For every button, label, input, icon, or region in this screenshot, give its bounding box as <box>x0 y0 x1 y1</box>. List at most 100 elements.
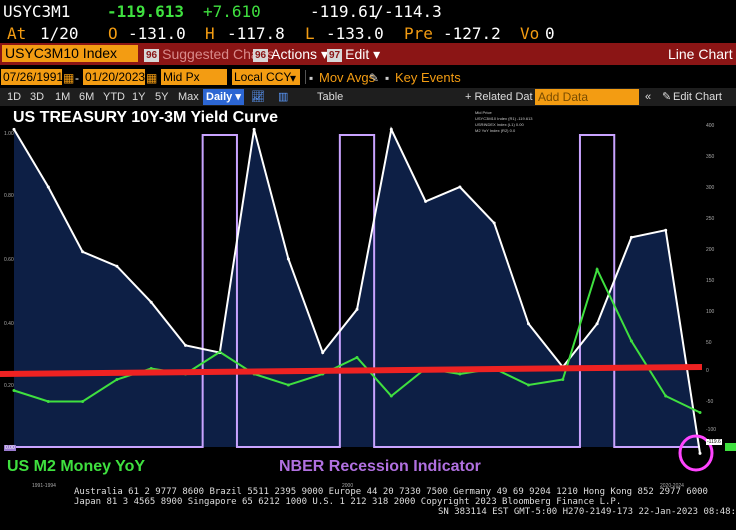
chart-area[interactable]: US TREASURY 10Y-3M Yield Curve Mid Price… <box>0 107 736 489</box>
frequency-select[interactable]: Daily ▾ <box>203 89 244 105</box>
end-date-field[interactable]: 01/20/2023 <box>83 69 146 85</box>
m2-point <box>389 394 393 398</box>
price-field-select[interactable]: Mid Px <box>161 69 227 85</box>
yield-curve-point <box>664 228 668 232</box>
highlight-circle-annotation <box>678 434 714 472</box>
related-data-button[interactable]: + Related Dat <box>465 91 533 103</box>
at-label: At <box>7 24 27 43</box>
collapse-icon[interactable]: « <box>645 91 652 103</box>
legend-item-nber: USRINDEX Index (L1) 0.00 <box>475 122 567 128</box>
range-button-6m[interactable]: 6M <box>79 91 95 103</box>
calendar-icon[interactable]: ▦ <box>146 71 158 85</box>
high-label: H <box>205 24 215 43</box>
yield-curve-point <box>698 451 702 455</box>
legend-name: USRINDEX Index (L1) <box>475 122 515 127</box>
key-events-toggle[interactable]: Key Events <box>395 70 461 85</box>
low-label: L <box>305 24 315 43</box>
actions-label: Actions <box>271 46 318 62</box>
yield-curve-point <box>81 250 85 254</box>
range-button-3d[interactable]: 3D <box>30 91 45 103</box>
checkbox-icon[interactable]: ▪ <box>309 71 314 85</box>
legend-name: USYC3M10 Index (R1) <box>475 116 516 121</box>
yield-curve-point <box>424 199 428 203</box>
start-date-field[interactable]: 07/26/1991 <box>1 69 64 85</box>
footer-phones-line2: Japan 81 3 4565 8900 Singapore 65 6212 1… <box>74 497 622 507</box>
m2-point <box>698 411 702 414</box>
m2-point <box>286 383 290 387</box>
range-button-5y[interactable]: 5Y <box>155 91 169 103</box>
edit-badge: 97 <box>327 49 343 62</box>
chevron-down-icon: ▾ <box>373 46 381 62</box>
bar-chart-icon[interactable]: ▥ <box>278 91 289 103</box>
m2-point <box>561 378 565 381</box>
right-axis-tick: 100 <box>706 309 715 315</box>
range-bar: 1D 3D 1M 6M YTD 1Y 5Y Max Daily ▾ 📈︎ ▥ T… <box>0 88 736 106</box>
yield-curve-point <box>46 185 50 189</box>
frequency-label: Daily <box>206 91 233 103</box>
chart-type-label[interactable]: Line Chart <box>668 46 733 62</box>
range-button-1y[interactable]: 1Y <box>132 91 146 103</box>
nber-annotation: NBER Recession Indicator <box>279 458 481 475</box>
legend-name: M2 YoY Index (R2) <box>475 128 509 133</box>
m2-point <box>527 383 530 387</box>
add-data-input[interactable]: Add Data <box>535 89 639 105</box>
m2-point <box>355 356 359 359</box>
param-bar: 07/26/1991 ▦ - 01/20/2023 ▦ Mid Px Local… <box>0 67 736 87</box>
net-change: +7.610 <box>203 2 261 21</box>
currency-select[interactable]: Local CCY <box>232 69 300 85</box>
yield-curve-point <box>286 257 290 261</box>
right-axis-tick: 200 <box>706 247 715 253</box>
calendar-icon[interactable]: ▦ <box>63 71 75 85</box>
m2-point <box>664 394 668 398</box>
security-field[interactable]: USYC3M10 Index <box>2 45 138 62</box>
yield-curve-point <box>12 127 16 131</box>
yield-curve-point <box>355 307 359 311</box>
suggested-charts-menu[interactable]: 96 Suggested Charts <box>144 46 274 63</box>
x-axis-tick: 1991-1994 <box>32 483 56 489</box>
legend: Mid Price USYC3M10 Index (R1) -119.613 U… <box>475 110 567 140</box>
range-button-1d[interactable]: 1D <box>7 91 22 103</box>
bid-price: -119.61 <box>310 2 378 21</box>
table-button[interactable]: Table <box>317 91 344 103</box>
pencil-icon[interactable]: ✎ <box>369 71 380 85</box>
left-axis-tick: 1.00 <box>4 131 14 137</box>
m2-point <box>115 378 119 381</box>
yield-curve-point <box>252 127 256 131</box>
chevron-down-icon: ▾ <box>320 46 328 62</box>
range-button-1m[interactable]: 1M <box>55 91 71 103</box>
volume-value: 0 <box>545 24 555 43</box>
yield-curve-point <box>389 127 393 131</box>
volume-label: Vo <box>520 24 540 43</box>
chevron-down-icon: ▾ <box>290 71 297 85</box>
line-chart-icon[interactable]: 📈︎ <box>251 91 265 103</box>
at-value: 1/20 <box>40 24 79 43</box>
yield-curve-point <box>595 322 599 326</box>
x-axis-tick: 2020-2024 <box>660 483 684 489</box>
zero-line-annotation <box>0 364 703 377</box>
left-axis-tick: 0.00 <box>4 445 16 451</box>
m2-point <box>629 339 633 343</box>
actions-menu[interactable]: 96 Actions ▾ <box>253 46 328 63</box>
right-axis-tick: 150 <box>706 278 715 284</box>
yield-curve-point <box>115 264 119 268</box>
right-axis-tick: -50 <box>706 399 714 405</box>
last-price: -119.613 <box>107 2 185 21</box>
pencil-icon[interactable]: ✎ <box>662 91 672 103</box>
m2-point <box>12 389 16 392</box>
footer-phones-line1: Australia 61 2 9777 8600 Brazil 5511 239… <box>74 487 708 497</box>
right-axis-tick: 250 <box>706 216 715 222</box>
chart-svg <box>0 126 736 472</box>
edit-menu[interactable]: 97 Edit ▾ <box>327 46 380 63</box>
right-axis-tick: 400 <box>706 123 715 129</box>
range-button-ytd[interactable]: YTD <box>103 91 125 103</box>
pre-label: Pre <box>404 24 433 43</box>
quote-bar: USYC3M1 -119.613 +7.610 -119.61 / -114.3 <box>0 0 736 22</box>
toolbar: USYC3M10 Index 96 Suggested Charts 96 Acti… <box>0 43 736 65</box>
checkbox-icon[interactable]: ▪ <box>385 71 390 85</box>
edit-chart-button[interactable]: Edit Chart <box>673 91 722 103</box>
footer-session-line: SN 383114 EST GMT-5:00 H270-2149-173 22-… <box>438 507 736 517</box>
suggested-badge: 96 <box>144 49 160 62</box>
bid-ask-separator: / <box>374 2 384 21</box>
range-button-max[interactable]: Max <box>178 91 199 103</box>
mov-avgs-toggle[interactable]: Mov Avgs <box>319 70 376 85</box>
